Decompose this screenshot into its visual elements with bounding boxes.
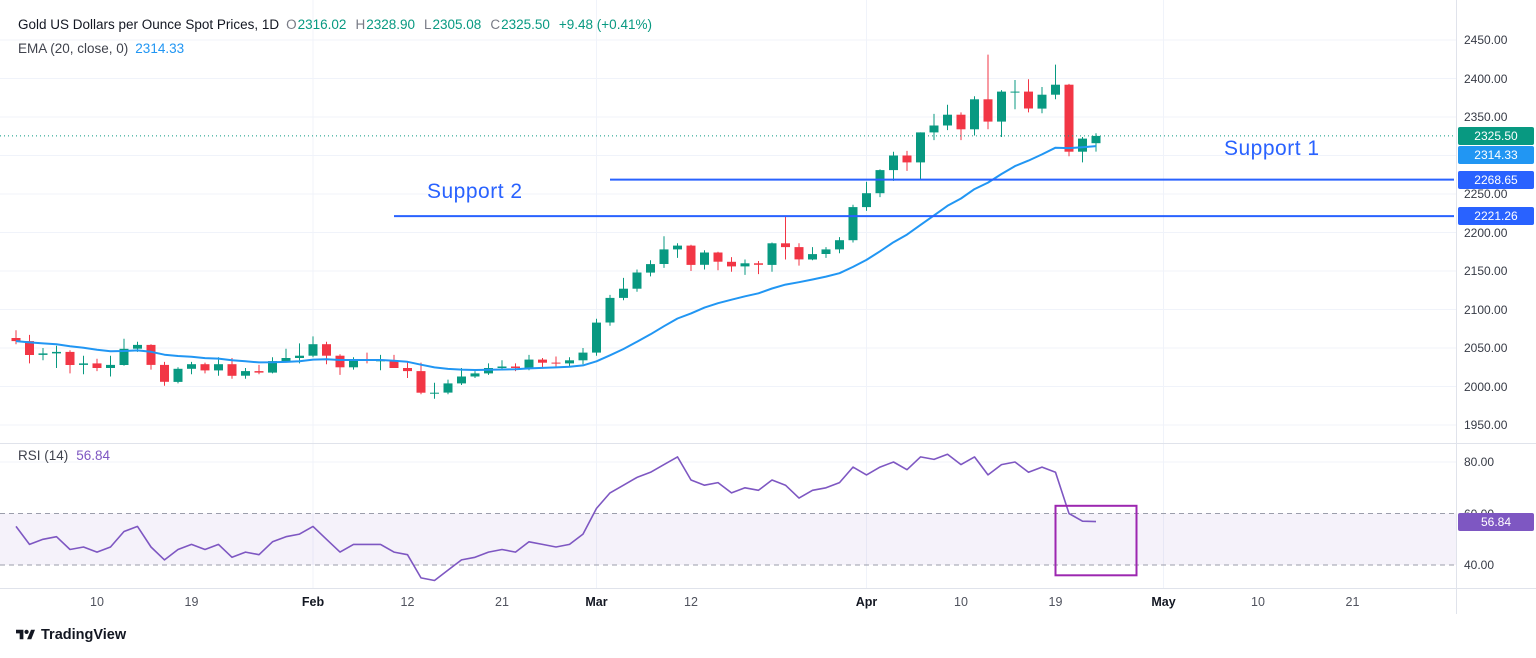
time-tick-label[interactable]: 19	[1048, 595, 1063, 609]
time-tick-label[interactable]: 12	[400, 595, 415, 609]
last-price-badge: 2325.50	[1458, 126, 1534, 145]
time-tick-label[interactable]: 10	[954, 595, 968, 609]
ema-indicator-label[interactable]: EMA (20, close, 0)	[18, 40, 129, 56]
high-label: H	[355, 16, 366, 32]
time-tick-label[interactable]: 21	[1345, 595, 1360, 609]
support1-price-badge: 2268.65	[1458, 170, 1534, 189]
price-tick-label: 2150.00	[1464, 264, 1508, 278]
time-tick-label[interactable]: Apr	[855, 595, 878, 609]
high-value: 2328.90	[366, 16, 415, 32]
rsi-tick-label: 80.00	[1464, 455, 1495, 469]
tradingview-wordmark: TradingView	[41, 627, 127, 643]
symbol-legend: Gold US Dollars per Ounce Spot Prices, 1…	[18, 12, 652, 60]
low-value: 2305.08	[432, 16, 482, 32]
price-tick-label: 2200.00	[1464, 225, 1508, 240]
time-tick-label[interactable]: 12	[684, 595, 698, 609]
price-tick-label: 2100.00	[1464, 302, 1508, 317]
price-tick-label: 2000.00	[1464, 379, 1508, 394]
support-2-label[interactable]: Support 2	[427, 180, 523, 203]
open-label: O	[286, 16, 297, 32]
grid-lines	[0, 0, 1456, 588]
rsi-band	[0, 513, 1456, 565]
close-label: C	[490, 16, 501, 32]
price-tick-label: 2450.00	[1464, 33, 1508, 47]
time-tick-label[interactable]: 19	[184, 595, 199, 609]
rsi-value-badge: 56.84	[1458, 512, 1534, 531]
time-tick-label[interactable]: 10	[90, 595, 104, 609]
tradingview-icon	[16, 629, 35, 640]
support2-price-badge: 2221.26	[1458, 207, 1534, 226]
close-value: 2325.50	[501, 16, 550, 32]
price-tick-label: 2400.00	[1464, 71, 1508, 86]
rsi-indicator-value: 56.84	[76, 448, 111, 463]
open-value: 2316.02	[297, 16, 347, 32]
rsi-legend: RSI (14) 56.84	[18, 448, 110, 463]
rsi-indicator-label[interactable]: RSI (14)	[18, 448, 69, 463]
ema-indicator-value: 2314.33	[135, 40, 185, 56]
time-tick-label[interactable]: Mar	[585, 595, 608, 609]
change-value: +9.48 (+0.41%)	[558, 16, 652, 32]
price-tick-label: 2350.00	[1464, 110, 1508, 124]
ohlc-readout: O2316.02 H2328.90 L2305.08 C2325.50 +9.4…	[286, 17, 652, 32]
ema-line[interactable]	[15, 145, 1097, 371]
support-1-label[interactable]: Support 1	[1224, 137, 1320, 160]
time-tick-label[interactable]: 21	[495, 595, 509, 609]
low-label: L	[424, 16, 432, 32]
ema-value-badge: 2314.33	[1458, 145, 1534, 164]
time-tick-label[interactable]: May	[1151, 595, 1176, 609]
tradingview-attribution[interactable]: TradingView	[16, 627, 126, 643]
price-tick-label: 2250.00	[1464, 187, 1508, 201]
price-tick-label: 2050.00	[1464, 341, 1508, 355]
candlestick-series[interactable]	[11, 54, 1101, 399]
rsi-line[interactable]	[15, 453, 1097, 582]
time-tick-label[interactable]: Feb	[301, 595, 325, 609]
time-tick-label[interactable]: 10	[1251, 595, 1265, 609]
panel-separators	[0, 0, 1536, 614]
rsi-highlight-box[interactable]	[1054, 504, 1138, 577]
symbol-title[interactable]: Gold US Dollars per Ounce Spot Prices, 1…	[18, 16, 280, 32]
rsi-tick-label: 40.00	[1464, 558, 1495, 572]
price-tick-label: 1950.00	[1464, 418, 1508, 432]
